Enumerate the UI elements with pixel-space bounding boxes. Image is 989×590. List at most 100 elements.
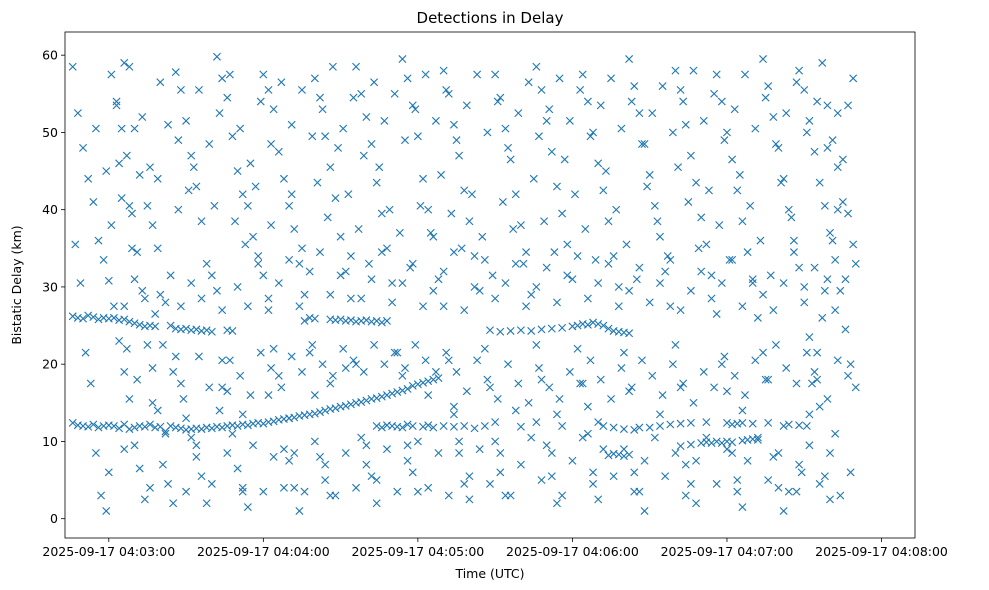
data-point bbox=[661, 267, 670, 276]
data-point bbox=[527, 290, 536, 299]
data-point bbox=[730, 371, 739, 380]
data-point bbox=[408, 468, 417, 477]
data-point bbox=[130, 275, 139, 284]
y-tick-label: 10 bbox=[42, 434, 58, 449]
data-point bbox=[609, 472, 618, 481]
data-point bbox=[583, 294, 592, 303]
data-point bbox=[717, 279, 726, 288]
data-point bbox=[596, 375, 605, 384]
data-point bbox=[511, 406, 520, 415]
data-point bbox=[127, 244, 136, 253]
data-point bbox=[784, 487, 793, 496]
data-point bbox=[225, 356, 234, 365]
data-point bbox=[377, 248, 386, 257]
data-point bbox=[473, 70, 482, 79]
data-point bbox=[668, 360, 677, 369]
data-point bbox=[158, 460, 167, 469]
data-point bbox=[403, 74, 412, 83]
data-point bbox=[514, 379, 523, 388]
data-point bbox=[534, 132, 543, 141]
data-point bbox=[264, 85, 273, 94]
data-point bbox=[594, 320, 603, 329]
data-point bbox=[146, 420, 154, 429]
data-point bbox=[372, 178, 381, 187]
data-point bbox=[73, 109, 82, 118]
data-point bbox=[194, 85, 203, 94]
data-point bbox=[125, 394, 134, 403]
data-point bbox=[722, 128, 731, 137]
data-point bbox=[488, 271, 497, 280]
data-point bbox=[702, 418, 711, 427]
data-point bbox=[457, 244, 466, 253]
data-point bbox=[686, 286, 695, 295]
data-point bbox=[259, 271, 268, 280]
data-point bbox=[184, 186, 193, 195]
data-point bbox=[215, 109, 224, 118]
data-point bbox=[205, 383, 214, 392]
data-point bbox=[372, 499, 381, 508]
data-point bbox=[565, 116, 574, 125]
data-point bbox=[802, 128, 811, 137]
data-point bbox=[362, 460, 371, 469]
data-point bbox=[764, 82, 773, 91]
data-point bbox=[406, 263, 415, 272]
data-point bbox=[249, 232, 258, 241]
data-point bbox=[653, 217, 662, 226]
data-point bbox=[143, 340, 152, 349]
data-point bbox=[828, 236, 837, 245]
data-point bbox=[849, 240, 858, 249]
data-point bbox=[341, 449, 350, 458]
data-point bbox=[413, 132, 422, 141]
data-point bbox=[686, 479, 695, 488]
data-point bbox=[207, 424, 216, 433]
data-point bbox=[771, 340, 780, 349]
data-point bbox=[475, 445, 484, 454]
data-point bbox=[545, 383, 554, 392]
data-point bbox=[681, 460, 690, 469]
data-point bbox=[403, 456, 412, 465]
data-point bbox=[182, 116, 191, 125]
data-point bbox=[359, 151, 368, 160]
data-point bbox=[599, 321, 608, 330]
data-point bbox=[89, 313, 98, 322]
data-point bbox=[542, 441, 551, 450]
data-point bbox=[313, 178, 322, 187]
data-point bbox=[841, 325, 850, 334]
data-point bbox=[408, 259, 417, 268]
data-point bbox=[671, 449, 680, 458]
data-point bbox=[236, 371, 245, 380]
data-point bbox=[176, 424, 185, 433]
data-point bbox=[187, 151, 196, 160]
data-point bbox=[756, 236, 765, 245]
data-point bbox=[604, 451, 613, 460]
data-point bbox=[398, 386, 407, 395]
data-point bbox=[820, 472, 829, 481]
data-point bbox=[71, 240, 80, 249]
data-point bbox=[552, 499, 561, 508]
data-point bbox=[810, 147, 819, 156]
data-point bbox=[491, 437, 500, 446]
data-point bbox=[176, 379, 185, 388]
data-point bbox=[465, 495, 474, 504]
data-point bbox=[532, 340, 541, 349]
data-point bbox=[506, 155, 515, 164]
data-point bbox=[833, 163, 842, 172]
data-point bbox=[699, 116, 708, 125]
data-point bbox=[692, 456, 701, 465]
data-point bbox=[594, 159, 603, 168]
data-point bbox=[341, 364, 350, 373]
data-point bbox=[555, 74, 564, 83]
data-point bbox=[656, 410, 664, 419]
y-tick-label: 60 bbox=[42, 48, 58, 63]
data-point bbox=[589, 318, 598, 327]
data-point bbox=[130, 441, 139, 450]
data-point bbox=[321, 460, 330, 469]
data-point bbox=[728, 255, 737, 264]
data-point bbox=[545, 105, 554, 114]
data-point bbox=[630, 468, 639, 477]
data-point bbox=[300, 316, 309, 325]
data-point bbox=[102, 506, 111, 515]
data-point bbox=[295, 506, 304, 515]
data-point bbox=[702, 433, 711, 442]
data-point bbox=[547, 324, 556, 333]
